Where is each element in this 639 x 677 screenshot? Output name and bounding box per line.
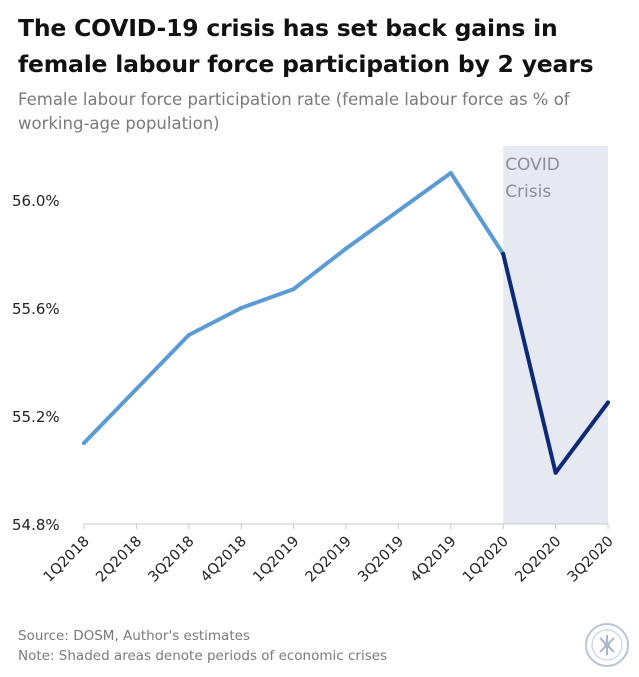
- x-tick-label: 4Q2018: [198, 534, 250, 586]
- chart-footer: Source: DOSM, Author's estimates Note: S…: [18, 626, 387, 666]
- y-tick-label: 54.8%: [12, 516, 60, 534]
- pre-covid-series-line: [82, 171, 506, 445]
- chart-subtitle-line-1: Female labour force participation rate (…: [18, 90, 570, 109]
- x-tick-label: 3Q2019: [355, 534, 407, 586]
- x-tick-label: 2Q2019: [303, 534, 355, 586]
- data-point: [291, 287, 296, 292]
- data-point: [553, 470, 558, 475]
- chart-subtitle: Female labour force participation rate (…: [18, 88, 628, 136]
- shaded-region-label-line: COVID: [505, 155, 560, 175]
- data-point: [344, 246, 348, 251]
- source-note: Source: DOSM, Author's estimates: [18, 628, 250, 644]
- data-point: [134, 387, 139, 391]
- chart-subtitle-line-2: working-age population): [18, 114, 220, 133]
- x-tick-label: 2Q2018: [93, 534, 145, 586]
- chart-title-line-1: The COVID-19 crisis has set back gains i…: [18, 14, 558, 42]
- data-point: [186, 333, 191, 337]
- seal-logo-icon: [585, 623, 629, 667]
- x-tick-label: 4Q2019: [408, 534, 460, 586]
- data-point: [82, 441, 86, 445]
- shaded-region-label-line: Crisis: [505, 182, 551, 202]
- data-point: [448, 171, 453, 175]
- chart-title-line-2: female labour force participation by 2 y…: [18, 50, 594, 78]
- shading-note: Note: Shaded areas denote periods of eco…: [18, 648, 388, 664]
- data-point: [396, 208, 401, 213]
- x-tick-label: 2Q2020: [512, 534, 564, 586]
- data-point: [239, 306, 244, 310]
- data-point: [606, 400, 610, 405]
- x-tick-label: 1Q2020: [460, 534, 512, 586]
- y-tick-label: 55.6%: [12, 300, 60, 318]
- x-tick-label: 1Q2018: [41, 534, 93, 586]
- chart-title: The COVID-19 crisis has set back gains i…: [18, 10, 628, 82]
- y-tick-label: 56.0%: [12, 192, 60, 210]
- y-tick-label: 55.2%: [12, 408, 60, 426]
- data-point: [501, 252, 506, 256]
- x-tick-label: 3Q2018: [146, 534, 198, 586]
- x-tick-label: 1Q2019: [250, 534, 302, 586]
- x-tick-label: 3Q2020: [565, 534, 617, 586]
